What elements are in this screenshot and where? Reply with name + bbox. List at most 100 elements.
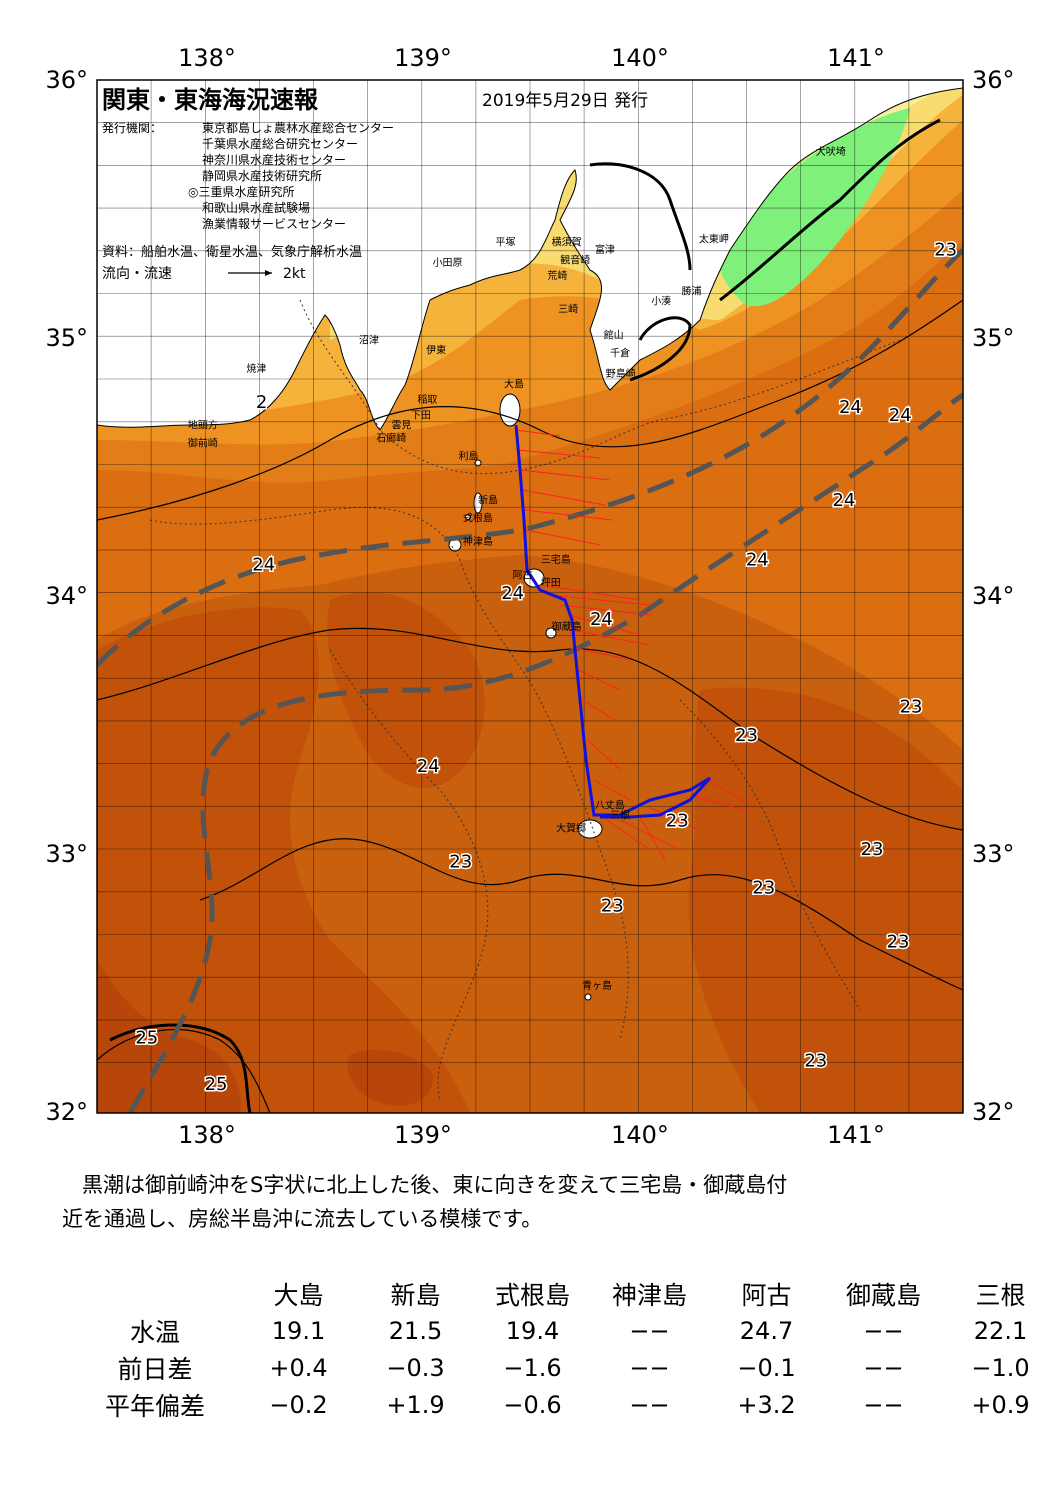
temperature-label: 25	[135, 1027, 158, 1048]
place-name: 三崎	[558, 302, 578, 315]
temperature-label-layer: 23 24 24 24 24 24 24 24 23 23 24 23 23 23 23 23 23 23 25 25…	[134, 238, 959, 1096]
table-cell: −−	[863, 1390, 904, 1419]
legend-speed: 2kt	[283, 266, 306, 282]
place-name: 三根	[610, 809, 630, 822]
issuer-1: 東京都島しょ農林水産総合センター	[202, 120, 394, 135]
place-name: 横須賀	[552, 235, 582, 248]
table-row: 前日差 +0.4 −0.3 −1.6 −− −0.1 −− −1.0	[70, 1349, 1059, 1386]
isotherm-contours	[97, 299, 963, 1113]
lon-label-141-top: 141°	[827, 44, 885, 72]
place-name: 新島	[478, 494, 498, 507]
temperature-label: 25	[205, 1074, 228, 1095]
place-name: 下田	[411, 410, 431, 421]
table-cell: +1.9	[386, 1390, 445, 1419]
temperature-label: 24	[501, 583, 524, 604]
lat-label-32-left: 32°	[45, 1098, 88, 1126]
legend-label: 流向・流速	[102, 266, 172, 282]
place-name: 伊東	[426, 344, 446, 357]
temperature-label: 23	[752, 877, 775, 898]
place-name: 焼津	[246, 363, 266, 375]
temperature-label: 23	[861, 839, 884, 860]
lat-label-35-left: 35°	[45, 324, 88, 352]
table-cell: 24.7	[739, 1316, 794, 1345]
row-label: 水温	[129, 1317, 180, 1347]
current-vectors	[515, 429, 751, 861]
temperature-label: 23	[666, 810, 689, 831]
lat-label-34-right: 34°	[972, 582, 1015, 610]
ship-track	[514, 424, 712, 819]
place-name: 荒崎	[547, 269, 567, 282]
place-name: 野島崎	[606, 367, 636, 380]
temperature-label: 23	[900, 697, 923, 718]
issuer-2: 千葉県水産総合研究センター	[202, 136, 358, 151]
temperature-label: 23	[601, 896, 624, 917]
table-cell: 19.1	[271, 1316, 326, 1345]
place-name: 神津島	[463, 535, 493, 548]
table-cell: +0.4	[269, 1353, 328, 1382]
station-header: 新島	[390, 1280, 441, 1310]
place-name: 八丈島	[595, 798, 625, 811]
place-name: 富津	[595, 243, 615, 256]
lon-label-138-top: 138°	[178, 44, 236, 72]
lat-label-33-left: 33°	[45, 840, 88, 868]
table-cell: 19.4	[505, 1316, 560, 1345]
lat-label-36-right: 36°	[972, 66, 1015, 94]
data-source: 資料：船舶水温、衛星水温、気象庁解析水温	[102, 244, 362, 260]
map-title: 関東・東海海況速報	[102, 86, 319, 114]
table-cell: −−	[629, 1390, 670, 1419]
kuroshio-axis	[97, 248, 963, 1113]
place-name: 平塚	[495, 236, 515, 248]
lat-label-35-right: 35°	[972, 324, 1015, 352]
station-header: 神津島	[611, 1280, 687, 1310]
place-name: 小田原	[433, 257, 463, 269]
place-name: 稲取	[417, 394, 437, 406]
temperature-label: 23	[804, 1051, 827, 1072]
table-cell: −0.6	[503, 1390, 562, 1419]
table-cell: +0.9	[971, 1390, 1030, 1419]
place-name: 雲見	[391, 420, 411, 432]
place-name: 利島	[459, 450, 479, 463]
place-name: 石廊崎	[376, 432, 406, 445]
place-name: 御蔵島	[552, 620, 582, 633]
lon-label-141-bottom: 141°	[827, 1121, 885, 1149]
station-header: 阿古	[741, 1280, 792, 1310]
map-frame-area	[97, 80, 963, 1113]
place-name: 観音崎	[560, 253, 590, 266]
issuer-7: 漁業情報サービスセンター	[202, 217, 346, 231]
observation-table: 大島 新島 式根島 神津島 阿古 御蔵島 三根 水温 19.1 21.5 19.…	[70, 1275, 1059, 1423]
lat-label-36-left: 36°	[45, 66, 88, 94]
temperature-label: 24	[839, 397, 862, 418]
isotherm-contours-thick	[109, 118, 941, 1113]
temperature-label: 23	[735, 725, 758, 746]
temperature-label: 23	[934, 240, 957, 261]
temperature-label: 23	[887, 932, 910, 953]
table-row: 平年偏差 −0.2 +1.9 −0.6 −− +3.2 −− +0.9	[70, 1386, 1059, 1423]
issuer-6: 和歌山県水産試験場	[202, 200, 310, 215]
place-name: 沼津	[359, 333, 379, 346]
table-cell: −−	[629, 1316, 670, 1345]
table-row: 水温 19.1 21.5 19.4 −− 24.7 −− 22.1	[70, 1312, 1059, 1349]
table-corner	[70, 1275, 240, 1312]
lat-label-32-right: 32°	[972, 1098, 1015, 1126]
hot-spot-south	[347, 1050, 433, 1106]
issuer-5: ◎三重県水産研究所	[188, 184, 294, 199]
place-name: 御前崎	[188, 437, 218, 450]
temperature-label: 24	[252, 555, 275, 576]
graticule	[97, 80, 963, 1113]
table-header-row: 大島 新島 式根島 神津島 阿古 御蔵島 三根	[70, 1275, 1059, 1312]
row-label: 前日差	[117, 1354, 193, 1384]
temperature-label: 24	[832, 490, 855, 511]
island-aogashima	[584, 993, 592, 1001]
place-name: 三宅島	[541, 553, 571, 566]
place-name: 式根島	[463, 512, 493, 525]
lon-label-139-bottom: 139°	[394, 1121, 452, 1149]
table-cell: −1.0	[971, 1353, 1030, 1382]
table-cell: −0.2	[269, 1390, 328, 1419]
issuer-4: 静岡県水産技術研究所	[202, 168, 322, 183]
deep-warm-region	[97, 607, 470, 1113]
table-cell: −−	[863, 1353, 904, 1382]
lat-label-34-left: 34°	[45, 582, 88, 610]
row-label: 平年偏差	[104, 1391, 205, 1421]
description-line-2: 近を通過し、房総半島沖に流去している模様です。	[62, 1207, 543, 1231]
